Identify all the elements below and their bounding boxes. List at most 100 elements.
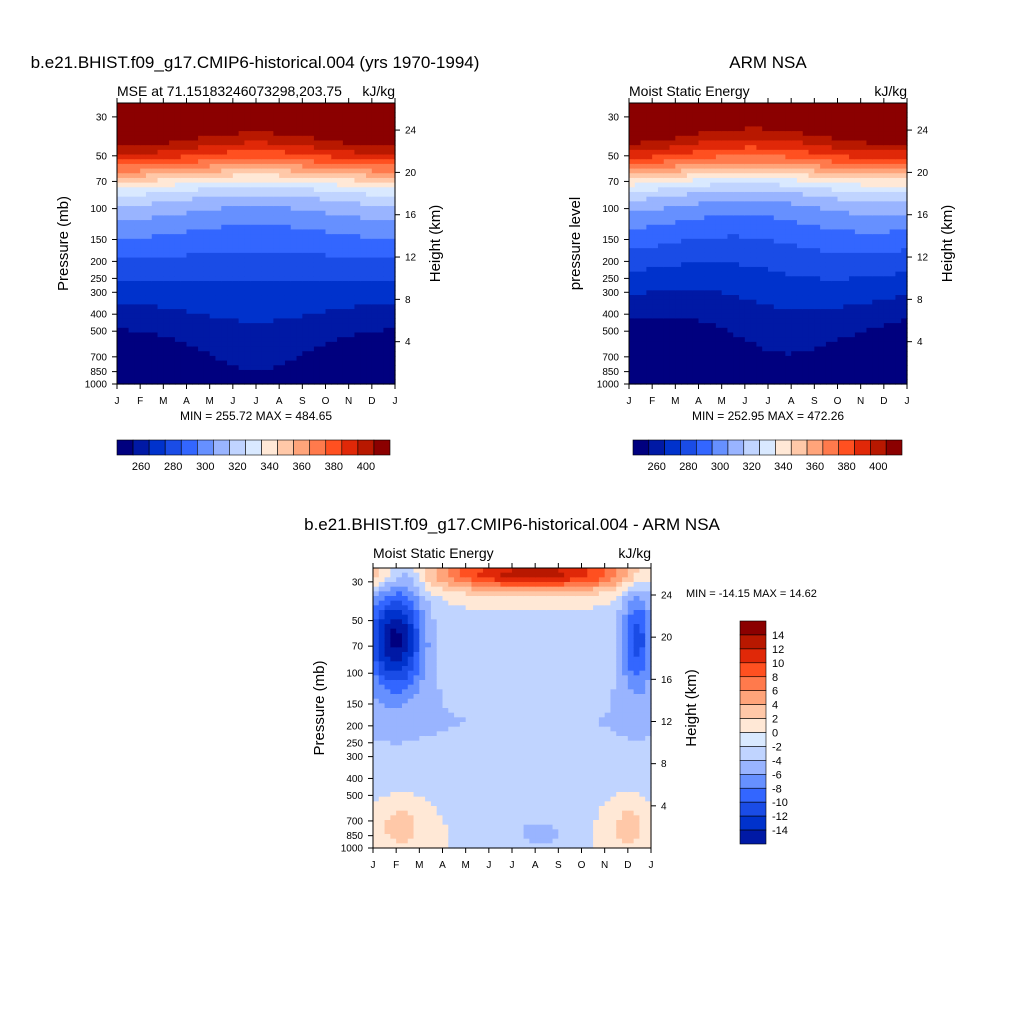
contour-cell xyxy=(192,112,199,118)
contour-cell xyxy=(698,290,705,296)
contour-cell xyxy=(383,168,390,174)
contour-cell xyxy=(629,135,636,142)
contour-cell xyxy=(669,182,676,188)
contour-cell xyxy=(169,262,176,268)
contour-cell xyxy=(652,206,659,212)
contour-cell xyxy=(663,126,671,132)
contour-cell xyxy=(337,332,344,338)
contour-cell xyxy=(808,304,815,310)
contour-cell xyxy=(750,252,758,259)
contour-cell xyxy=(721,243,729,249)
contour-cell xyxy=(296,369,303,376)
contour-cell xyxy=(290,220,298,226)
contour-cell xyxy=(244,327,251,334)
contour-cell xyxy=(779,304,786,310)
contour-cell xyxy=(302,149,309,156)
contour-cell xyxy=(744,365,752,371)
contour-cell xyxy=(634,163,642,170)
contour-cell xyxy=(675,285,682,291)
contour-cell xyxy=(145,220,153,226)
contour-cell xyxy=(302,257,309,263)
contour-cell xyxy=(128,360,135,366)
contour-cell xyxy=(733,318,740,324)
contour-cell xyxy=(669,201,676,207)
contour-cell xyxy=(302,238,309,245)
contour-cell xyxy=(779,177,786,184)
contour-cell xyxy=(342,257,350,263)
contour-cell xyxy=(371,112,379,118)
contour-cell xyxy=(785,332,792,338)
contour-cell xyxy=(744,206,752,212)
contour-cell xyxy=(802,318,810,324)
contour-cell xyxy=(692,229,700,235)
contour-cell xyxy=(284,182,292,188)
contour-cell xyxy=(261,182,269,188)
contour-cell xyxy=(773,206,781,212)
contour-cell xyxy=(169,374,176,380)
contour-cell xyxy=(128,229,135,235)
contour-cell xyxy=(203,374,211,380)
contour-cell xyxy=(739,309,746,315)
contour-cell xyxy=(180,248,188,254)
contour-cell xyxy=(145,238,153,245)
contour-cell xyxy=(284,313,292,320)
contour-cell xyxy=(686,290,694,296)
contour-cell xyxy=(354,313,361,320)
y-axis-label: Pressure (mb) xyxy=(55,196,72,291)
contour-cell xyxy=(232,309,240,315)
contour-cell xyxy=(238,103,246,109)
panel-title: b.e21.BHIST.f09_g17.CMIP6-historical.004… xyxy=(31,53,480,72)
contour-cell xyxy=(657,159,665,165)
contour-cell xyxy=(657,252,665,259)
contour-cell xyxy=(710,360,717,366)
contour-cell xyxy=(337,276,344,282)
contour-cell xyxy=(779,238,786,245)
contour-cell xyxy=(698,295,705,301)
contour-cell xyxy=(652,112,659,118)
contour-cell xyxy=(652,154,659,160)
contour-cell xyxy=(681,187,688,193)
contour-cell xyxy=(145,379,153,385)
contour-cell xyxy=(325,173,332,179)
contour-cell xyxy=(209,103,217,109)
contour-cell xyxy=(342,360,350,366)
contour-cell xyxy=(640,290,647,296)
contour-cell xyxy=(122,374,130,380)
contour-cell xyxy=(756,131,763,137)
contour-cell xyxy=(267,177,274,184)
contour-cell xyxy=(128,177,135,184)
contour-cell xyxy=(733,173,740,179)
contour-cell xyxy=(629,360,636,366)
contour-cell xyxy=(180,234,188,240)
contour-cell xyxy=(640,285,647,291)
contour-cell xyxy=(692,252,700,259)
contour-cell xyxy=(250,299,257,305)
contour-cell xyxy=(163,266,170,273)
contour-cell xyxy=(128,271,135,277)
contour-cell xyxy=(169,215,176,221)
contour-cell xyxy=(814,201,821,207)
contour-cell xyxy=(261,351,269,357)
contour-cell xyxy=(629,201,636,207)
contour-cell xyxy=(657,177,665,184)
contour-cell xyxy=(681,210,688,216)
contour-cell xyxy=(163,168,170,174)
contour-cell xyxy=(354,238,361,245)
contour-cell xyxy=(773,173,781,179)
contour-cell xyxy=(721,295,729,301)
contour-cell xyxy=(744,182,752,188)
contour-cell xyxy=(319,220,327,226)
contour-cell xyxy=(348,332,356,338)
contour-cell xyxy=(371,304,379,310)
contour-cell xyxy=(383,201,390,207)
contour-cell xyxy=(337,177,344,184)
contour-cell xyxy=(366,173,373,179)
contour-cell xyxy=(773,126,781,132)
contour-cell xyxy=(646,285,653,291)
contour-cell xyxy=(657,121,665,128)
contour-cell xyxy=(791,173,798,179)
contour-cell xyxy=(744,145,752,151)
contour-cell xyxy=(279,355,286,362)
contour-cell xyxy=(634,266,642,273)
contour-cell xyxy=(169,163,176,170)
